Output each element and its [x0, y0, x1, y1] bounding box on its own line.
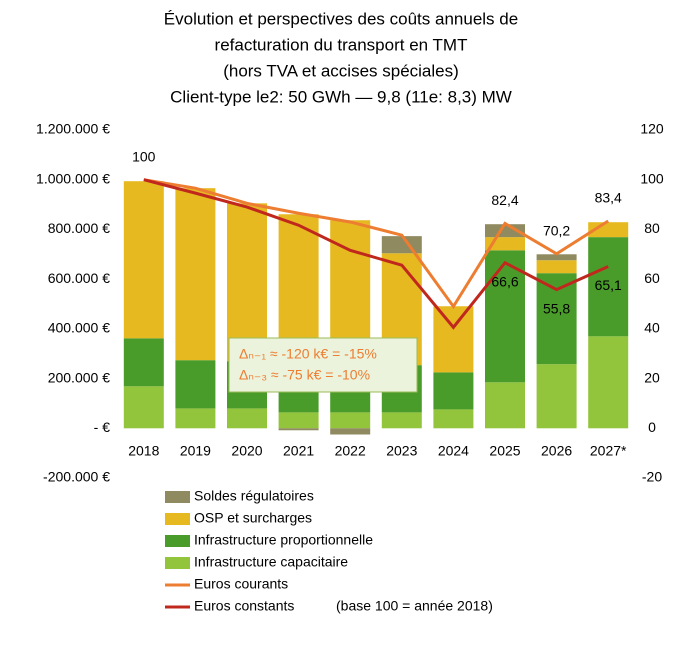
- bar-segment: [485, 250, 525, 383]
- legend-label: Euros courants: [194, 576, 288, 592]
- legend-swatch: [165, 535, 190, 547]
- y2-tick-label: -20: [642, 469, 662, 485]
- y2-tick-label: 80: [644, 220, 660, 236]
- bar-segment: [536, 273, 577, 365]
- bar-segment: [588, 237, 629, 337]
- bar-segment: [433, 409, 474, 429]
- y-tick-label: 600.000 €: [48, 270, 110, 286]
- annotation-box: [228, 337, 418, 393]
- data-label: 100: [132, 148, 156, 164]
- bar-segment: [536, 260, 577, 274]
- x-tick-label: 2023: [386, 443, 417, 459]
- bar-segment: [485, 382, 525, 429]
- legend-label: Euros constants: [194, 598, 294, 614]
- bar-segment: [381, 412, 422, 429]
- bar-segment: [123, 181, 164, 339]
- y2-tick-label: 100: [640, 170, 664, 186]
- y-tick-label: 400.000 €: [48, 320, 110, 336]
- bar-segment: [330, 412, 371, 429]
- x-tick-label: 2020: [231, 443, 262, 459]
- legend-swatch: [165, 491, 190, 503]
- chart-title: refacturation du transport en TMT: [215, 35, 468, 54]
- legend-swatch: [165, 513, 190, 525]
- data-label: 55,8: [543, 300, 570, 316]
- y-tick-label: 800.000 €: [48, 220, 110, 236]
- y2-tick-label: 20: [644, 369, 660, 385]
- y2-tick-label: 120: [640, 121, 664, 137]
- data-label: 70,2: [543, 222, 570, 238]
- x-tick-label: 2021: [283, 443, 314, 459]
- bar-segment: [175, 408, 216, 429]
- legend-label: OSP et surcharges: [194, 510, 312, 526]
- bar-segment: [536, 254, 577, 261]
- bar-segment: [433, 306, 474, 373]
- bar-segment: [278, 412, 319, 429]
- bar-segment: [485, 224, 525, 238]
- annotation: (base 100 = année 2018): [336, 598, 493, 614]
- bar-segment: [123, 338, 164, 387]
- y-tick-label: 1.200.000 €: [36, 121, 110, 137]
- bar-segment: [227, 408, 267, 429]
- chart-title: Évolution et perspectives des coûts annu…: [164, 9, 518, 28]
- y-tick-label: - €: [94, 419, 111, 435]
- annotation: Δₙ₋₁ ≈ -120 k€ = -15%: [239, 346, 377, 362]
- x-tick-label: 2025: [489, 443, 520, 459]
- y-tick-label: -200.000 €: [43, 469, 110, 485]
- legend-label: Soldes régulatoires: [194, 488, 314, 504]
- y2-tick-label: 60: [644, 270, 660, 286]
- legend-label: Infrastructure proportionnelle: [194, 532, 373, 548]
- chart-title: Client-type le2: 50 GWh — 9,8 (11e: 8,3)…: [170, 87, 512, 106]
- x-tick-label: 2024: [438, 443, 469, 459]
- legend-swatch: [165, 557, 190, 569]
- data-label: 83,4: [595, 190, 622, 206]
- x-tick-label: 2019: [180, 443, 211, 459]
- bar-segment: [381, 236, 422, 254]
- line-series: [143, 178, 609, 330]
- bar-segment: [227, 203, 267, 362]
- data-label: 66,6: [491, 273, 518, 289]
- y2-tick-label: 0: [648, 419, 656, 435]
- chart-title: (hors TVA et accises spéciales): [223, 61, 459, 80]
- bar-segment: [536, 364, 577, 429]
- bar-segment: [588, 336, 629, 429]
- y2-tick-label: 40: [644, 320, 660, 336]
- legend-label: Infrastructure capacitaire: [194, 554, 348, 570]
- x-tick-label: 2027*: [590, 443, 627, 459]
- line-series: [143, 178, 610, 310]
- data-label: 82,4: [491, 192, 518, 208]
- x-tick-label: 2018: [128, 443, 159, 459]
- bar-segment: [175, 360, 216, 409]
- y-tick-label: 1.000.000 €: [36, 170, 110, 186]
- bar-segment: [330, 428, 371, 435]
- bar-segment: [433, 372, 474, 410]
- bar-segment: [175, 188, 216, 361]
- x-tick-label: 2022: [335, 443, 366, 459]
- bar-segment: [123, 386, 164, 429]
- bar-segment: [278, 428, 319, 431]
- x-tick-label: 2026: [541, 443, 572, 459]
- data-label: 65,1: [595, 277, 622, 293]
- annotation: Δₙ₋₃ ≈ -75 k€ = -10%: [239, 367, 370, 383]
- y-tick-label: 200.000 €: [48, 369, 110, 385]
